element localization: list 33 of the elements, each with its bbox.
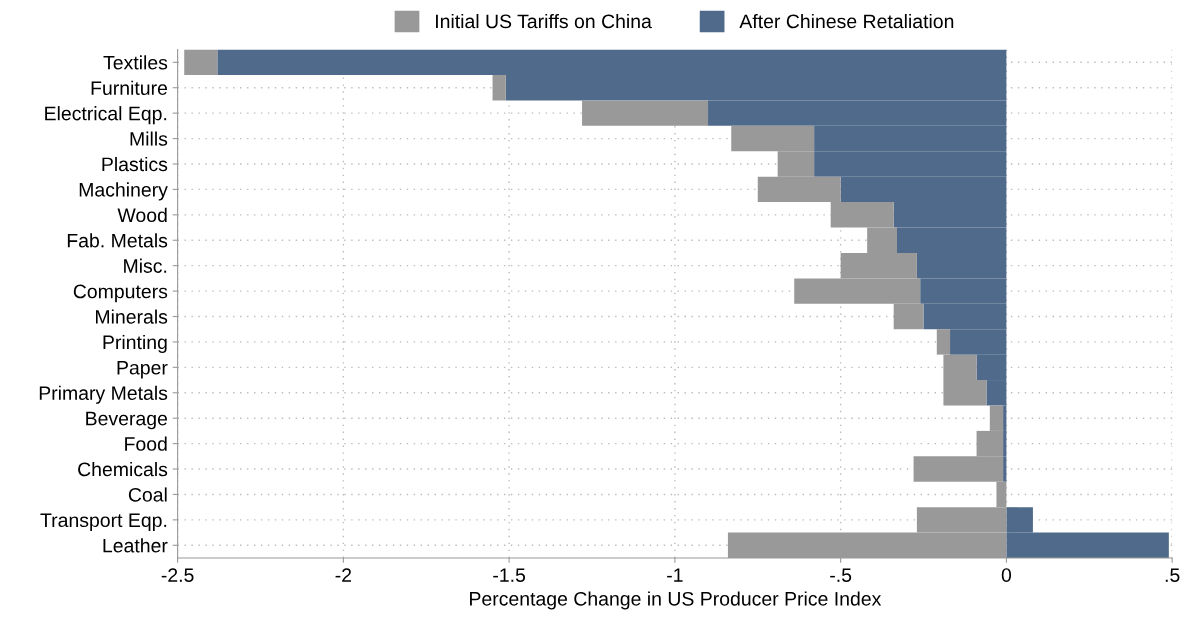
x-tick-label: 0 (1001, 568, 1012, 582)
y-tick-label: Wood (117, 207, 167, 223)
x-tick-label: -1 (667, 568, 683, 582)
legend-label: After Chinese Retaliation (739, 13, 954, 29)
y-tick-label: Beverage (86, 411, 168, 430)
y-tick-label: Textiles (103, 55, 168, 70)
y-tick-label: Leather (103, 538, 168, 553)
x-tick-label: -2 (335, 568, 352, 582)
y-tick-label: Mills (130, 131, 168, 146)
x-tick-label: -1.5 (493, 568, 526, 582)
y-tick-label: Food (125, 436, 167, 451)
x-tick-label: .5 (1165, 568, 1180, 582)
y-tick-label: Machinery (79, 182, 168, 201)
x-axis-title: Percentage Change in US Producer Price Index (470, 591, 882, 610)
bar (492, 75, 506, 101)
y-tick-label: Minerals (96, 309, 168, 324)
legend-label: Initial US Tariffs on China (436, 13, 652, 29)
y-tick-label: Paper (117, 361, 168, 379)
y-tick-label: Coal (128, 487, 167, 502)
y-tick-label: Transport Eqp. (40, 513, 167, 531)
y-tick-label: Computers (73, 284, 168, 303)
y-tick-label: Electrical Eqp. (45, 106, 167, 125)
x-tick-label: -.5 (830, 568, 852, 582)
y-tick-label: Plastics (102, 156, 168, 172)
y-tick-label: Fab. Metals (67, 233, 168, 248)
x-tick-label: -2.5 (161, 568, 194, 582)
y-tick-label: Printing (103, 334, 167, 354)
y-tick-label: Chemicals (78, 461, 168, 477)
y-tick-label: Primary Metals (39, 385, 168, 404)
bar (184, 49, 218, 76)
y-tick-label: Furniture (91, 80, 168, 95)
bar (582, 100, 709, 126)
y-tick-label: Misc. (124, 258, 167, 273)
